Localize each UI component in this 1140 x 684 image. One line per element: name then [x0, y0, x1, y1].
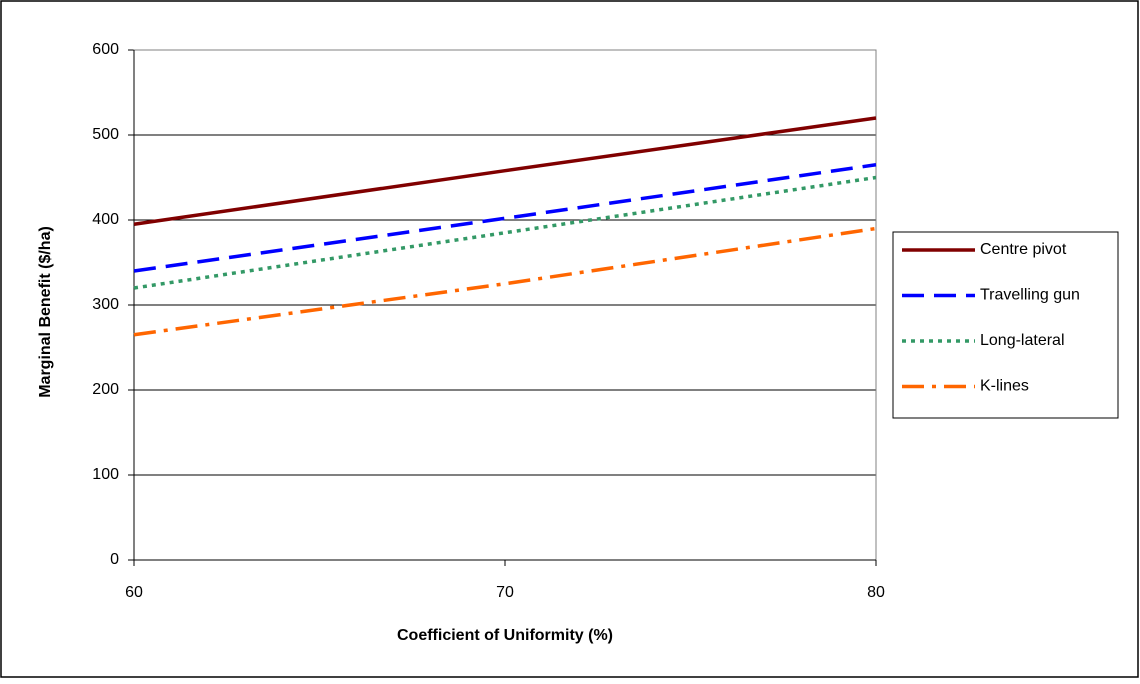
- y-tick-label: 600: [92, 41, 119, 58]
- legend-label: Centre pivot: [980, 241, 1067, 258]
- x-axis-title: Coefficient of Uniformity (%): [397, 627, 613, 644]
- series-line: [133, 116, 877, 226]
- y-tick-label: 100: [92, 466, 119, 483]
- y-tick-label: 400: [92, 211, 119, 228]
- series-line: [133, 163, 877, 273]
- x-tick-label: 70: [496, 584, 514, 601]
- y-tick-label: 500: [92, 126, 119, 143]
- y-axis-title: Marginal Benefit ($/ha): [37, 226, 54, 398]
- legend-label: Travelling gun: [980, 287, 1080, 304]
- legend-label: K-lines: [980, 378, 1029, 395]
- legend-label: Long-lateral: [980, 332, 1065, 349]
- y-tick-label: 200: [92, 381, 119, 398]
- y-tick-label: 300: [92, 296, 119, 313]
- legend-box: [892, 231, 1119, 419]
- x-tick-label: 80: [867, 584, 885, 601]
- x-tick-label: 60: [125, 584, 143, 601]
- y-tick-label: 0: [110, 551, 119, 568]
